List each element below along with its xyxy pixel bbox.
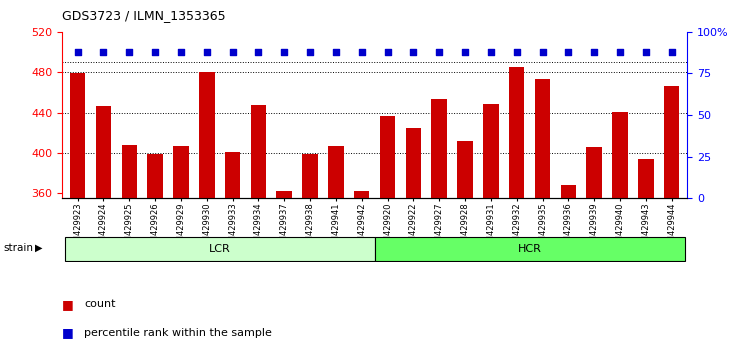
Bar: [458, 141, 473, 198]
Point: [124, 49, 135, 55]
Bar: [354, 191, 369, 198]
Bar: [225, 152, 240, 198]
Point: [279, 49, 290, 55]
Bar: [431, 99, 447, 198]
Bar: [303, 154, 318, 198]
Point: [407, 49, 419, 55]
Point: [614, 49, 626, 55]
Bar: [70, 73, 86, 198]
Point: [459, 49, 471, 55]
Bar: [148, 154, 163, 198]
Text: HCR: HCR: [518, 244, 542, 254]
Bar: [483, 104, 499, 198]
Point: [485, 49, 496, 55]
Point: [511, 49, 523, 55]
Point: [227, 49, 238, 55]
Point: [304, 49, 316, 55]
Bar: [380, 115, 395, 198]
Bar: [199, 72, 214, 198]
Text: LCR: LCR: [209, 244, 230, 254]
Point: [253, 49, 265, 55]
Point: [201, 49, 213, 55]
Bar: [535, 79, 550, 198]
Point: [356, 49, 368, 55]
Bar: [638, 159, 654, 198]
Bar: [96, 107, 111, 198]
Point: [330, 49, 342, 55]
Bar: [121, 145, 137, 198]
FancyBboxPatch shape: [65, 237, 374, 261]
Text: percentile rank within the sample: percentile rank within the sample: [84, 328, 272, 338]
Point: [175, 49, 187, 55]
Point: [640, 49, 651, 55]
Text: ▶: ▶: [35, 243, 42, 253]
Text: strain: strain: [4, 243, 34, 253]
Point: [537, 49, 548, 55]
FancyBboxPatch shape: [374, 237, 684, 261]
Text: ■: ■: [62, 298, 74, 311]
Bar: [664, 86, 679, 198]
Point: [588, 49, 600, 55]
Bar: [509, 67, 524, 198]
Bar: [586, 147, 602, 198]
Bar: [406, 128, 421, 198]
Bar: [561, 185, 576, 198]
Point: [149, 49, 161, 55]
Point: [72, 49, 83, 55]
Text: count: count: [84, 299, 115, 309]
Text: GDS3723 / ILMN_1353365: GDS3723 / ILMN_1353365: [62, 9, 226, 22]
Bar: [613, 112, 628, 198]
Text: ■: ■: [62, 326, 74, 339]
Bar: [328, 146, 344, 198]
Bar: [251, 105, 266, 198]
Point: [433, 49, 445, 55]
Point: [666, 49, 678, 55]
Point: [562, 49, 574, 55]
Point: [382, 49, 393, 55]
Point: [98, 49, 110, 55]
Bar: [173, 146, 189, 198]
Bar: [276, 191, 292, 198]
